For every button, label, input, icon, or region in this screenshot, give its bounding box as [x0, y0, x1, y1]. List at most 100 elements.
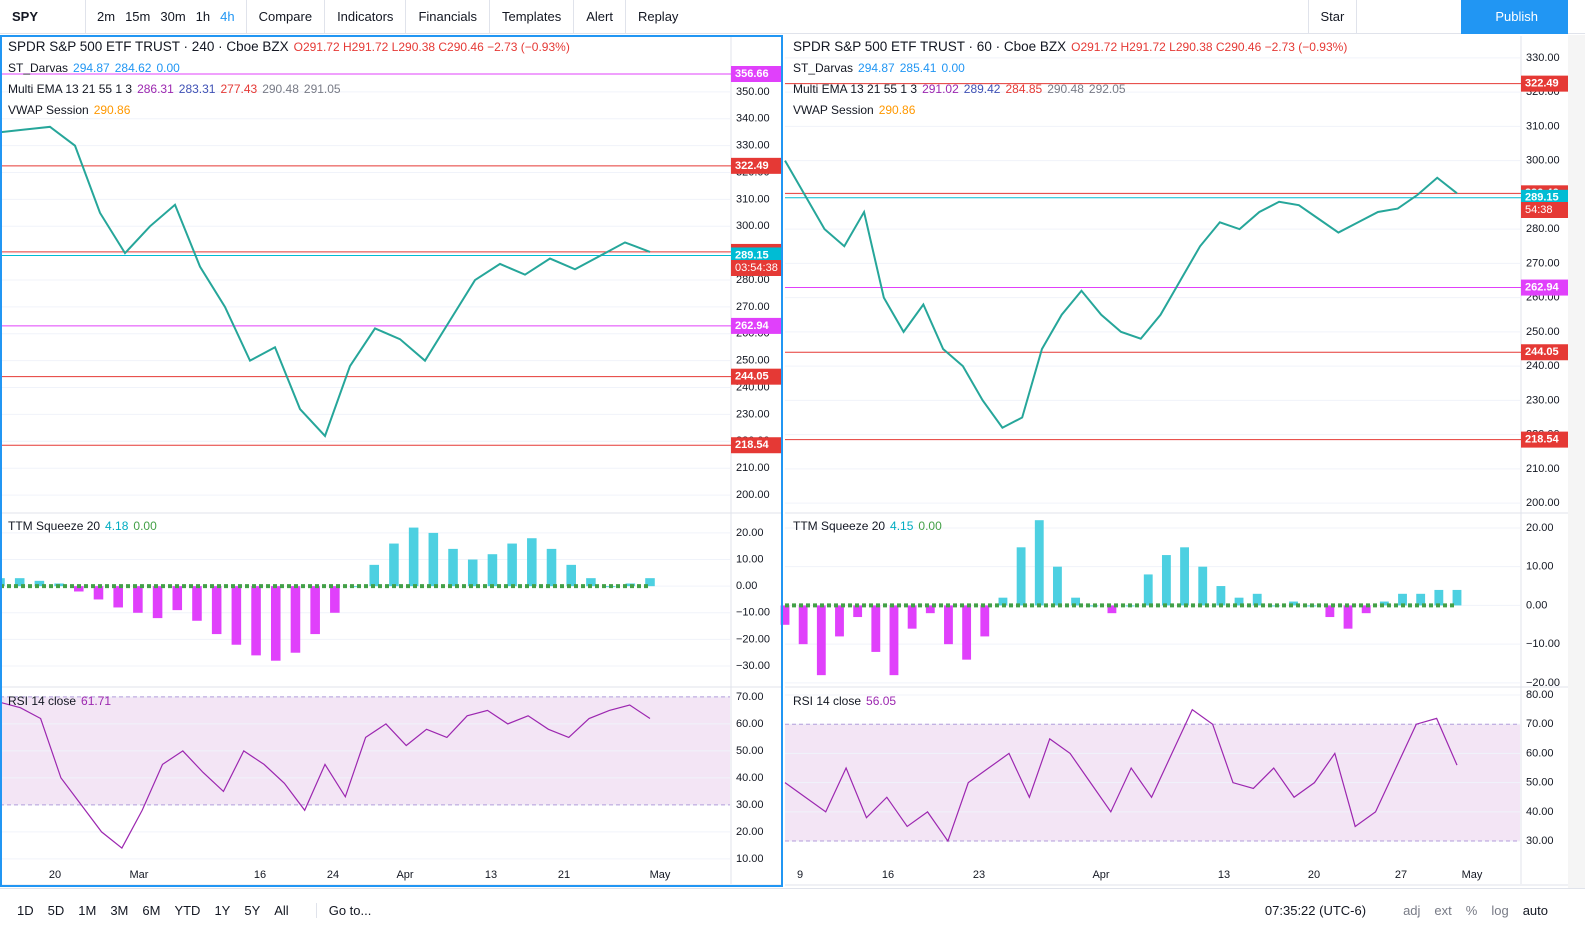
y-tick-label: 210.00	[736, 462, 770, 474]
squeeze-bar	[448, 548, 458, 587]
clock: 07:35:22 (UTC-6)	[1264, 902, 1367, 918]
interval[interactable]: 30m	[160, 9, 186, 24]
indicator-value: 0.00	[918, 519, 942, 533]
header-line: SPDR S&P 500 ETF TRUST · 60 · Cboe BZX O2…	[793, 36, 1352, 58]
squeeze-bar	[231, 586, 242, 645]
indicator-value: 0.00	[941, 61, 965, 75]
squeeze-bar	[980, 605, 990, 637]
indicator-value: 289.42	[963, 82, 1001, 96]
indicator-name: ST_Darvas	[8, 61, 69, 75]
rsi-line	[784, 708, 1458, 843]
range[interactable]: 1D	[17, 902, 34, 918]
interval[interactable]: 1h	[195, 9, 211, 24]
squeeze-bar	[1361, 605, 1371, 614]
squeeze-bar	[835, 605, 844, 637]
squeeze-bar	[798, 605, 808, 645]
indicator-name: Multi EMA 13 21 55 1 3	[793, 82, 918, 96]
y-tick-label: 330.00	[1526, 52, 1560, 64]
indicator-value: 0.00	[133, 519, 157, 533]
price-line-series	[784, 160, 1458, 430]
price-label: 262.94	[735, 320, 770, 332]
y-tick-label: 280.00	[1526, 223, 1560, 235]
y-tick-label: −10.00	[1526, 638, 1560, 650]
toolbar-button[interactable]: Compare	[245, 0, 324, 34]
range[interactable]: 3M	[110, 902, 129, 918]
y-tick-label: 250.00	[736, 355, 770, 367]
squeeze-bar	[133, 586, 143, 613]
indicator-value: 0.00	[156, 61, 180, 75]
y-tick-label: 20.00	[1526, 522, 1554, 534]
squeeze-bar	[816, 605, 826, 676]
range[interactable]: 6M	[142, 902, 161, 918]
y-tick-label: 200.00	[1526, 497, 1560, 509]
range[interactable]: YTD	[174, 902, 201, 918]
toolbar-button[interactable]: Indicators	[324, 0, 405, 34]
goto[interactable]: Go to...	[315, 902, 371, 918]
squeeze-bar	[192, 586, 202, 621]
indicator-name: ST_Darvas	[793, 61, 854, 75]
range[interactable]: All	[274, 902, 289, 918]
y-tick-label: 30.00	[1526, 835, 1554, 847]
squeeze-bar	[1252, 593, 1262, 606]
interval[interactable]: 2m	[97, 9, 116, 24]
squeeze-bar	[251, 586, 261, 656]
y-tick-label: 10.00	[736, 853, 764, 865]
y-tick-label: 70.00	[736, 691, 764, 703]
price-label: 244.05	[1525, 346, 1559, 358]
y-tick-label: 60.00	[736, 718, 764, 730]
header-line: SPDR S&P 500 ETF TRUST · 240 · Cboe BZX O…	[8, 36, 575, 58]
squeeze-bar	[1398, 593, 1407, 606]
range[interactable]: 1M	[78, 902, 97, 918]
squeeze-bar	[1325, 605, 1335, 618]
squeeze-bar	[428, 532, 439, 587]
range[interactable]: 5D	[47, 902, 65, 918]
y-tick-label: 0.00	[1526, 599, 1547, 611]
toolbar-button[interactable]: Templates	[488, 0, 573, 34]
option[interactable]: %	[1465, 902, 1478, 918]
toolbar-button[interactable]: Alert	[573, 0, 625, 34]
price-label: 244.05	[735, 371, 769, 383]
squeeze-bar	[1416, 593, 1426, 606]
option[interactable]: adj	[1403, 902, 1421, 918]
interval[interactable]: 15m	[125, 9, 151, 24]
publish-button[interactable]: Publish	[1461, 0, 1568, 34]
indicator-value: 290.86	[93, 103, 131, 117]
price-label: 289.15	[1525, 192, 1559, 204]
symbol[interactable]: SPY	[0, 0, 86, 34]
indicator-name: Multi EMA 13 21 55 1 3	[8, 82, 133, 96]
range[interactable]: 1Y	[214, 902, 231, 918]
layout-name[interactable]: Star	[1307, 0, 1357, 34]
toolbar-button[interactable]: Financials	[405, 0, 489, 34]
option[interactable]: log	[1491, 902, 1509, 918]
indicator-value: 61.71	[81, 694, 112, 708]
squeeze-bar	[152, 586, 163, 619]
x-tick-label: 13	[485, 869, 497, 881]
range[interactable]: 5Y	[244, 902, 261, 918]
price-label-bg	[731, 317, 782, 334]
squeeze-bar	[172, 586, 183, 611]
y-tick-label: 280.00	[736, 274, 770, 286]
indicator-name: VWAP Session	[8, 103, 89, 117]
y-tick-label: 270.00	[1526, 257, 1560, 269]
toolbar-button[interactable]: Replay	[624, 0, 690, 34]
chart-header: SPDR S&P 500 ETF TRUST · 60 · Cboe BZX O2…	[793, 36, 1352, 121]
squeeze-bar	[74, 586, 84, 592]
price-label-bg	[731, 157, 782, 174]
option[interactable]: auto	[1522, 902, 1548, 918]
header-line: VWAP Session 290.86	[793, 100, 1352, 121]
squeeze-bar	[1434, 589, 1444, 606]
squeeze-bar	[889, 605, 899, 676]
price-label-bg	[731, 437, 782, 454]
indicator-value: 290.48	[262, 82, 299, 96]
squeeze-bar	[34, 580, 45, 587]
interval[interactable]: 4h	[220, 9, 235, 24]
squeeze-bar	[349, 586, 360, 588]
squeeze-bar	[925, 605, 935, 614]
y-tick-label: 30.00	[736, 799, 764, 811]
squeeze-bar	[1198, 566, 1208, 606]
option[interactable]: ext	[1434, 902, 1452, 918]
y-tick-label: 50.00	[736, 745, 764, 757]
price-label: 322.49	[1525, 78, 1559, 90]
y-tick-label: 20.00	[736, 826, 764, 838]
squeeze-bar	[1234, 597, 1244, 606]
